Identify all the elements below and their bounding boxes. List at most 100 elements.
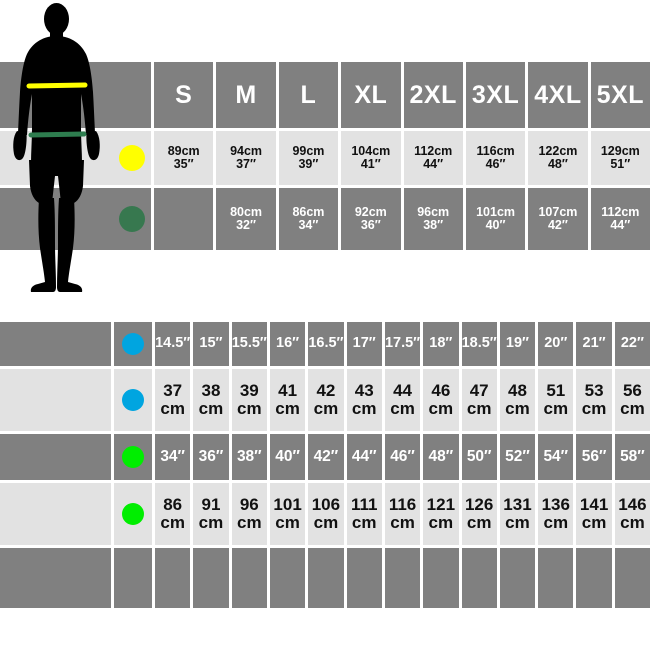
chest-measure-line — [26, 82, 88, 89]
value-in: 44″ — [610, 218, 631, 232]
spacer-cell-7 — [384, 548, 424, 608]
collar-cm-cell-11: 51 cm — [538, 369, 577, 431]
chest-cm-cell-1: 86 cm — [155, 483, 194, 545]
value-cm: 107cm — [538, 204, 578, 219]
collar-cm-cell-9: 47 cm — [461, 369, 500, 431]
chest-cell-2xl: 112cm 44″ — [403, 131, 466, 185]
waist-cell-5xl: 112cm 44″ — [590, 188, 650, 250]
value-in: 46″ — [485, 157, 506, 171]
value-cm: 96cm — [417, 204, 450, 219]
chest-cm-row: 86 cm 91 cm 96 cm 101 cm 106 cm 111 cm 1… — [0, 483, 650, 545]
chest-cell-4xl: 122cm 48″ — [528, 131, 591, 185]
value-cm: 122cm — [538, 143, 578, 158]
collar-header-5: 16.5″ — [308, 322, 347, 366]
row-divider — [0, 431, 650, 434]
value: 44 — [393, 381, 412, 401]
row-divider — [0, 545, 650, 548]
chest-in-cell-12: 56″ — [576, 434, 615, 480]
value: 121 — [426, 495, 456, 515]
collar-header-3: 15.5″ — [231, 322, 270, 366]
value-in: 36″ — [360, 218, 381, 232]
value: 116 — [388, 495, 417, 515]
row-divider — [0, 366, 650, 369]
row-divider — [113, 128, 650, 131]
chest-cell-xl: 104cm 41″ — [341, 131, 404, 185]
value: 46 — [431, 381, 451, 401]
chest-cm-cell-2: 91 cm — [193, 483, 232, 545]
spacer-cell-6 — [346, 548, 385, 608]
unit: cm — [236, 399, 262, 418]
unit: cm — [236, 513, 262, 532]
value-in: 34″ — [298, 218, 319, 232]
spacer-cell-4 — [269, 548, 309, 608]
collar-cm-cell-7: 44 cm — [384, 369, 424, 431]
value: 47 — [469, 381, 489, 401]
unit: cm — [620, 399, 645, 418]
value: 131 — [503, 495, 532, 515]
collar-cm-cell-13: 56 cm — [614, 369, 650, 431]
value: 41 — [278, 381, 298, 401]
collar-cm-cell-2: 38 cm — [193, 369, 232, 431]
value-in: 51″ — [610, 157, 631, 171]
value: 126 — [464, 495, 494, 515]
green-waist-dot-icon — [119, 206, 145, 232]
green-chest-dot-icon — [122, 446, 144, 468]
chest-in-cell-10: 52″ — [499, 434, 539, 480]
value-cm: 101cm — [476, 204, 516, 219]
unit: cm — [543, 399, 569, 418]
spacer-cell-1 — [155, 548, 194, 608]
collar-cm-cell-3: 39 cm — [231, 369, 270, 431]
value: 136 — [541, 495, 570, 515]
unit: cm — [620, 513, 645, 532]
unit: cm — [390, 399, 415, 418]
chest-cell-3xl: 116cm 46″ — [465, 131, 529, 185]
chest-cell-l: 99cm 39″ — [278, 131, 342, 185]
value: 51 — [546, 381, 566, 401]
unit: cm — [466, 399, 492, 418]
size-header-s: S — [154, 62, 217, 128]
spacer-image-cell — [0, 548, 114, 608]
chest-cm-cell-6: 111 cm — [346, 483, 385, 545]
chest-inches-row: 34″ 36″ 38″ 40″ 42″ 44″ 46″ 48″ 50″ 52″ … — [0, 434, 650, 480]
unit: cm — [351, 399, 377, 418]
value: 141 — [579, 495, 609, 515]
spacer-cell-9 — [461, 548, 500, 608]
collar-header-12: 21″ — [576, 322, 615, 366]
chest-cm-cell-4: 101 cm — [269, 483, 309, 545]
value-cm: 99cm — [292, 143, 325, 158]
unit: cm — [505, 513, 530, 532]
chest-in-dot-cell — [114, 434, 155, 480]
chest-in-cell-9: 50″ — [461, 434, 500, 480]
row-divider — [0, 480, 650, 483]
value: 38 — [201, 381, 221, 401]
chest-cm-cell-13: 146 cm — [614, 483, 650, 545]
body-measurements-table: S M L XL 2XL 3XL 4XL 5XL 89cm 35″ 94cm 3… — [113, 62, 650, 250]
chest-cell-m: 94cm 37″ — [216, 131, 279, 185]
collar-cm-row: 37 cm 38 cm 39 cm 41 cm 42 cm 43 cm 44 c… — [0, 369, 650, 431]
chest-cell-s: 89cm 35″ — [154, 131, 217, 185]
shirt-image-cell — [0, 434, 114, 480]
value: 101 — [273, 495, 302, 515]
value: 39 — [239, 381, 259, 401]
value: 48 — [508, 381, 527, 401]
chest-in-cell-13: 58″ — [614, 434, 650, 480]
unit: cm — [313, 399, 339, 418]
value-cm: 89cm — [167, 143, 200, 158]
value: 53 — [584, 381, 604, 401]
chest-measurement-row: 89cm 35″ 94cm 37″ 99cm 39″ 104cm 41″ 112… — [113, 131, 650, 185]
chest-cm-dot-cell — [114, 483, 155, 545]
value-in: 42″ — [547, 218, 568, 232]
chest-cm-cell-8: 121 cm — [423, 483, 462, 545]
waist-measure-line — [28, 131, 87, 138]
value-in: 40″ — [485, 218, 506, 232]
waist-cell-4xl: 107cm 42″ — [528, 188, 591, 250]
size-header-2xl: 2XL — [403, 62, 466, 128]
unit: cm — [466, 513, 492, 532]
value-cm: 112cm — [414, 143, 453, 158]
collar-cm-cell-1: 37 cm — [155, 369, 194, 431]
male-body-silhouette-illustration — [0, 0, 113, 300]
collar-header-8: 18″ — [423, 322, 462, 366]
chest-legend-dot-cell — [113, 131, 154, 185]
row-divider — [113, 185, 650, 188]
collar-header-2: 15″ — [193, 322, 232, 366]
